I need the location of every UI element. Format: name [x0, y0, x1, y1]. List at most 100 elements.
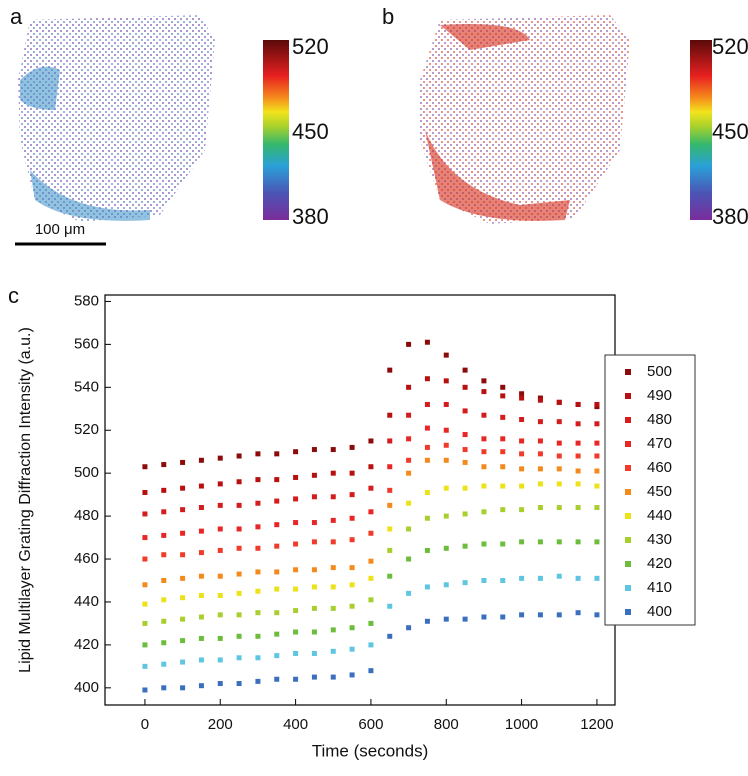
data-point: [198, 614, 204, 620]
data-point: [500, 449, 506, 455]
data-point: [387, 573, 393, 579]
data-point: [594, 421, 600, 427]
legend-label: 400: [647, 603, 672, 620]
data-point: [236, 633, 242, 639]
data-point: [500, 483, 506, 489]
data-point: [537, 612, 543, 618]
data-point: [406, 526, 412, 532]
data-point: [349, 470, 355, 476]
data-point: [519, 612, 525, 618]
data-point: [443, 442, 449, 448]
x-tick-label: 200: [208, 716, 233, 733]
colorbar: [263, 40, 289, 220]
data-point: [500, 541, 506, 547]
data-point: [368, 530, 374, 536]
colorbar-tick: 520: [292, 34, 329, 59]
data-point: [349, 646, 355, 652]
data-point: [274, 543, 280, 549]
data-point: [481, 483, 487, 489]
colorbar: [690, 40, 712, 220]
x-tick-label: 800: [434, 716, 459, 733]
data-point: [293, 629, 299, 635]
data-point: [594, 401, 600, 407]
data-point: [217, 455, 223, 461]
y-tick-label: 400: [74, 679, 99, 696]
data-point: [424, 618, 430, 624]
data-point: [180, 595, 186, 601]
data-point: [330, 584, 336, 590]
data-point: [462, 408, 468, 414]
data-point: [556, 453, 562, 459]
data-point: [387, 603, 393, 609]
data-point: [519, 507, 525, 513]
data-point: [406, 412, 412, 418]
micrograph: [420, 15, 630, 224]
data-point: [330, 565, 336, 571]
data-point: [142, 489, 148, 495]
data-point: [537, 575, 543, 581]
data-point: [406, 341, 412, 347]
data-point: [349, 603, 355, 609]
data-point: [236, 655, 242, 661]
data-point: [500, 464, 506, 470]
data-point: [481, 541, 487, 547]
data-point: [198, 657, 204, 663]
data-point: [274, 586, 280, 592]
data-point: [481, 378, 487, 384]
micrograph: [18, 15, 215, 222]
legend-label: 410: [647, 579, 672, 596]
data-point: [161, 462, 167, 468]
data-point: [594, 505, 600, 511]
data-point: [462, 384, 468, 390]
data-point: [180, 507, 186, 513]
y-axis-title: Lipid Multilayer Grating Diffraction Int…: [17, 327, 34, 673]
legend-swatch: [625, 489, 631, 495]
data-point: [594, 468, 600, 474]
data-point: [406, 436, 412, 442]
y-tick-label: 540: [74, 378, 99, 395]
legend-label: 450: [647, 483, 672, 500]
legend-swatch: [625, 537, 631, 543]
data-point: [349, 582, 355, 588]
data-point: [519, 466, 525, 472]
data-point: [481, 449, 487, 455]
y-tick-label: 560: [74, 335, 99, 352]
data-point: [274, 522, 280, 528]
colorbar-tick: 450: [712, 119, 748, 144]
data-point: [368, 485, 374, 491]
colorbar-tick: 380: [712, 204, 748, 229]
data-point: [198, 550, 204, 556]
data-point: [462, 459, 468, 465]
data-point: [217, 526, 223, 532]
data-point: [556, 505, 562, 511]
data-point: [556, 419, 562, 425]
data-point: [500, 393, 506, 399]
data-point: [349, 444, 355, 450]
data-point: [368, 464, 374, 470]
data-point: [519, 438, 525, 444]
data-point: [180, 575, 186, 581]
data-point: [537, 505, 543, 511]
data-point: [274, 610, 280, 616]
data-point: [255, 524, 261, 530]
data-point: [500, 507, 506, 513]
data-point: [443, 352, 449, 358]
data-point: [481, 464, 487, 470]
data-point: [330, 674, 336, 680]
legend-label: 430: [647, 531, 672, 548]
data-point: [180, 552, 186, 558]
data-point: [575, 539, 581, 545]
legend-label: 500: [647, 363, 672, 380]
data-point: [481, 389, 487, 395]
colorbar-tick: 450: [292, 119, 329, 144]
panel-label: c: [8, 283, 19, 308]
data-point: [198, 683, 204, 689]
legend-swatch: [625, 561, 631, 567]
data-point: [462, 432, 468, 438]
data-point: [387, 487, 393, 493]
data-point: [406, 590, 412, 596]
data-point: [311, 584, 317, 590]
data-point: [161, 552, 167, 558]
data-point: [594, 612, 600, 618]
data-point: [349, 515, 355, 521]
